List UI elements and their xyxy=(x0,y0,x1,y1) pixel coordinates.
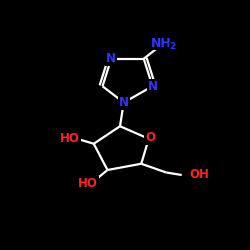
Text: O: O xyxy=(145,131,155,144)
Text: N: N xyxy=(119,96,129,109)
Text: N: N xyxy=(106,52,116,65)
Text: HO: HO xyxy=(60,132,80,145)
Text: NH: NH xyxy=(151,37,172,50)
Text: HO: HO xyxy=(78,177,98,190)
Text: OH: OH xyxy=(189,168,209,181)
Text: 2: 2 xyxy=(169,42,175,51)
Text: N: N xyxy=(148,80,158,93)
